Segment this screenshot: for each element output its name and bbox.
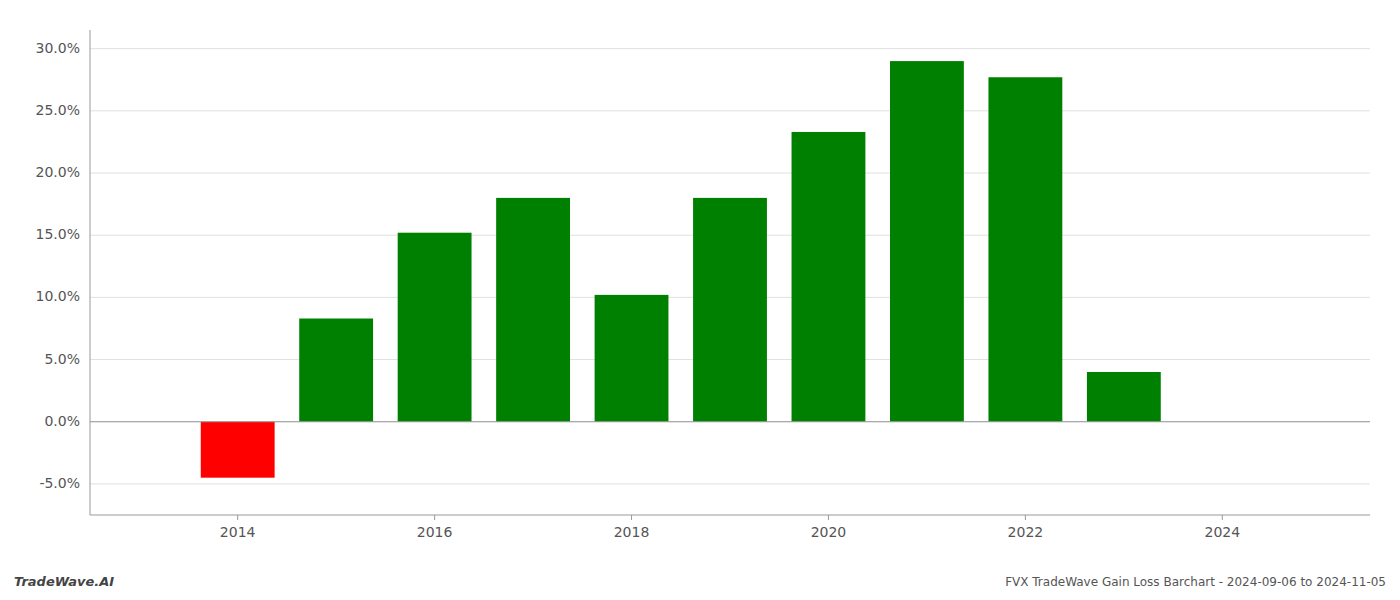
x-tick-label: 2024: [1204, 524, 1240, 540]
y-tick-label: 15.0%: [36, 226, 80, 242]
x-tick-label: 2014: [220, 524, 256, 540]
x-tick-label: 2018: [614, 524, 650, 540]
bar: [299, 319, 373, 422]
chart-container: -5.0% 0.0% 5.0% 10.0% 15.0% 20.0% 25.0% 30.0% 20…: [0, 0, 1400, 600]
y-tick-label: 25.0%: [36, 102, 80, 118]
grid-line: [90, 173, 1370, 174]
x-tick: [631, 515, 632, 520]
grid-line: [90, 110, 1370, 111]
bar: [201, 422, 275, 478]
chart-title: FVX TradeWave Gain Loss Barchart - 2024-…: [1005, 575, 1386, 589]
chart-svg: -5.0% 0.0% 5.0% 10.0% 15.0% 20.0% 25.0% 30.0% 20…: [0, 0, 1400, 600]
watermark: TradeWave.AI: [14, 574, 114, 589]
bar: [496, 198, 570, 422]
y-tick-label: -5.0%: [39, 475, 80, 491]
x-tick: [237, 515, 238, 520]
grid-line: [90, 48, 1370, 49]
bar: [890, 61, 964, 422]
y-tick-label: 20.0%: [36, 164, 80, 180]
y-grid: [90, 49, 1370, 484]
y-tick-label: 30.0%: [36, 40, 80, 56]
y-tick-label: 5.0%: [44, 351, 80, 367]
bar: [1087, 372, 1161, 422]
x-ticks: 2014 2016 2018 2020 2022 2024: [220, 515, 1240, 540]
grid-line: [90, 483, 1370, 484]
x-axis-line: [90, 515, 1370, 516]
bar: [398, 233, 472, 422]
bar: [988, 77, 1062, 421]
zero-line: [90, 421, 1370, 422]
x-tick-label: 2016: [417, 524, 453, 540]
bar: [693, 198, 767, 422]
x-tick: [828, 515, 829, 520]
x-tick-label: 2022: [1008, 524, 1044, 540]
y-tick-labels: -5.0% 0.0% 5.0% 10.0% 15.0% 20.0% 25.0% 30.0%: [36, 40, 80, 491]
bar: [595, 295, 669, 422]
x-tick: [434, 515, 435, 520]
bar: [792, 132, 866, 422]
y-tick-label: 10.0%: [36, 288, 80, 304]
y-tick-label: 0.0%: [44, 413, 80, 429]
bars: [201, 61, 1161, 478]
y-axis-line: [90, 30, 91, 515]
x-tick: [1025, 515, 1026, 520]
x-tick-label: 2020: [811, 524, 847, 540]
grid-line: [90, 421, 1370, 422]
x-tick: [1222, 515, 1223, 520]
